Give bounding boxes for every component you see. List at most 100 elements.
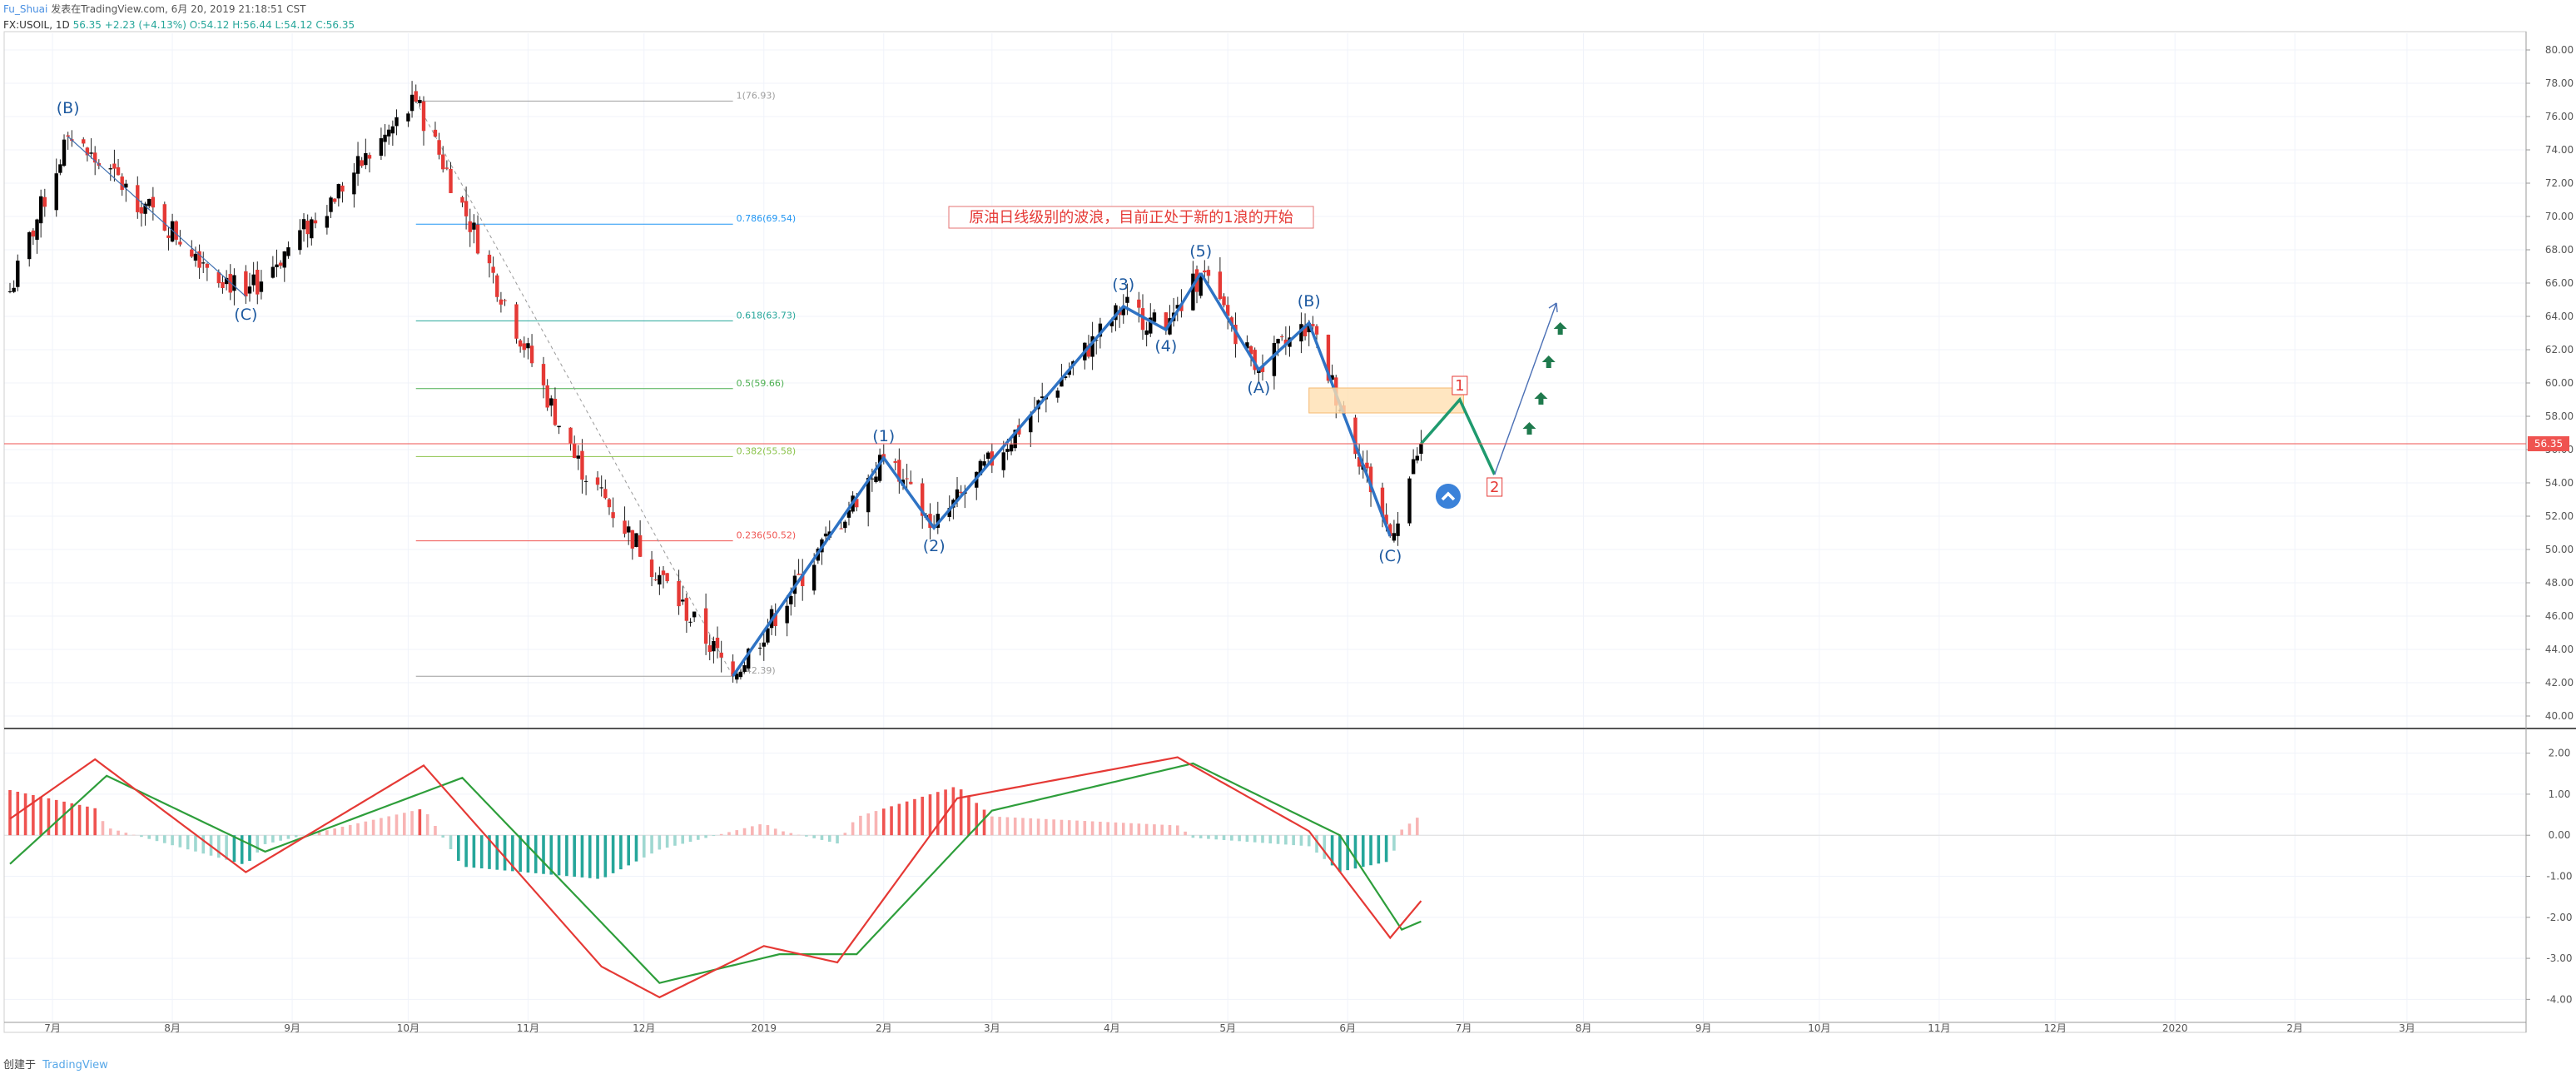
macd-histogram-bar bbox=[279, 835, 282, 841]
time-tick-label: 8月 bbox=[1576, 1022, 1592, 1034]
time-tick-label: 9月 bbox=[284, 1022, 300, 1034]
candle-body bbox=[282, 251, 286, 268]
macd-histogram-bar bbox=[573, 835, 576, 878]
price-tick-label: 48.00 bbox=[2545, 577, 2574, 589]
candle-body bbox=[599, 487, 603, 489]
price-and-time-axes: 80.00 78.00 76.00 74.00 72.00 70.00 68.00 66.00… bbox=[3, 31, 2576, 1034]
fib-level-label: 0.618(63.73) bbox=[737, 310, 797, 321]
time-tick-label: 9月 bbox=[1695, 1022, 1712, 1034]
candle-body bbox=[707, 645, 712, 652]
macd-histogram-bar bbox=[1253, 835, 1257, 843]
macd-histogram-bar bbox=[859, 815, 862, 836]
time-tick-label: 2月 bbox=[2286, 1022, 2303, 1034]
chart-footer: 创建于 TradingView bbox=[3, 1056, 108, 1072]
candle-body bbox=[58, 164, 62, 173]
macd-histogram-bar bbox=[1369, 835, 1372, 866]
wave-label: (5) bbox=[1189, 242, 1212, 261]
macd-histogram-bar bbox=[86, 806, 89, 836]
candle-body bbox=[909, 481, 913, 485]
time-tick-label: 6月 bbox=[1339, 1022, 1356, 1034]
candle-body bbox=[27, 231, 32, 260]
macd-histogram-bar bbox=[959, 789, 963, 836]
macd-tick-label: 0.00 bbox=[2549, 829, 2571, 841]
time-tick-label: 7月 bbox=[44, 1022, 61, 1034]
macd-tick-label: -2.00 bbox=[2546, 912, 2572, 923]
macd-histogram-bar bbox=[1268, 835, 1273, 844]
macd-histogram-bar bbox=[805, 835, 808, 837]
price-tick-label: 54.00 bbox=[2545, 477, 2574, 489]
macd-histogram-bar bbox=[171, 835, 174, 846]
macd-histogram-bar bbox=[866, 813, 870, 836]
time-tick-label: 12月 bbox=[633, 1022, 655, 1034]
candle-body bbox=[201, 262, 206, 264]
ohlc-high: H:56.44 bbox=[232, 19, 272, 31]
projection-path bbox=[1308, 302, 1567, 509]
candle-body bbox=[197, 251, 201, 268]
last-price: 56.35 bbox=[72, 19, 102, 31]
macd-histogram-bar bbox=[526, 835, 530, 873]
macd-histogram-bar bbox=[340, 827, 345, 836]
macd-histogram-bar bbox=[163, 835, 166, 843]
candle-body bbox=[383, 134, 387, 142]
candle-body bbox=[719, 652, 723, 658]
candle-body bbox=[688, 621, 692, 623]
candle-body bbox=[712, 640, 716, 652]
candle-body bbox=[839, 528, 843, 530]
candle-body bbox=[352, 172, 356, 195]
macd-histogram-bar bbox=[248, 835, 251, 861]
candle-body bbox=[112, 163, 117, 169]
candlestick-series bbox=[7, 81, 1423, 684]
candle-body bbox=[766, 628, 770, 643]
candle-body bbox=[62, 139, 67, 167]
macd-histogram-bar bbox=[1060, 819, 1064, 836]
up-arrow-icon bbox=[1522, 422, 1536, 435]
macd-histogram-bar bbox=[1361, 835, 1365, 868]
candle-body bbox=[874, 476, 878, 482]
candle-body bbox=[1055, 390, 1060, 398]
wave-label: (4) bbox=[1154, 337, 1177, 356]
macd-histogram-bar bbox=[23, 793, 27, 836]
macd-histogram-bar bbox=[434, 826, 437, 836]
macd-histogram-bar bbox=[54, 799, 58, 836]
wave-line-prior-c bbox=[67, 136, 246, 297]
candle-body bbox=[1330, 375, 1334, 380]
candle-body bbox=[491, 266, 495, 273]
macd-tick-label: -4.00 bbox=[2546, 993, 2572, 1005]
candle-body bbox=[66, 135, 70, 137]
macd-histogram-bar bbox=[1299, 835, 1303, 846]
candle-body bbox=[360, 160, 364, 167]
macd-histogram-bar bbox=[1021, 818, 1025, 836]
candle-body bbox=[414, 91, 418, 102]
author-name[interactable]: Fu_Shuai bbox=[3, 3, 48, 15]
macd-histogram-bar bbox=[704, 835, 707, 838]
macd-histogram-bar bbox=[294, 835, 298, 838]
candle-body bbox=[982, 461, 986, 466]
macd-histogram-bar bbox=[688, 835, 692, 843]
candle-body bbox=[310, 219, 314, 239]
macd-histogram-bar bbox=[773, 828, 777, 836]
fib-level-label: 0.382(55.58) bbox=[737, 445, 797, 456]
candle-body bbox=[298, 230, 302, 251]
candle-body bbox=[1314, 326, 1319, 335]
macd-histogram-bar bbox=[155, 835, 159, 842]
macd-histogram-bar bbox=[511, 835, 514, 872]
macd-histogram-bar bbox=[542, 835, 545, 874]
time-tick-label: 12月 bbox=[2044, 1022, 2067, 1034]
macd-histogram-bar bbox=[967, 796, 970, 836]
candle-body bbox=[545, 385, 549, 408]
projection-wave-3-arrow bbox=[1494, 302, 1557, 475]
tradingview-logo-text[interactable]: TradingView bbox=[42, 1059, 108, 1072]
wave-label: (C) bbox=[234, 306, 257, 324]
macd-histogram-bar bbox=[464, 835, 468, 868]
candle-body bbox=[460, 196, 464, 203]
candle-body bbox=[1299, 324, 1303, 342]
ohlc-low: L:54.12 bbox=[275, 19, 313, 31]
macd-histogram-bar bbox=[1261, 835, 1264, 843]
candle-body bbox=[278, 262, 283, 266]
candle-body bbox=[124, 183, 128, 188]
candle-body bbox=[256, 270, 260, 295]
candle-body bbox=[742, 665, 747, 672]
wave-label: (1) bbox=[872, 427, 895, 445]
wave-labels: 1 2 (B) (C) (1) (2) (3) (4) (5) (A) (B) (C) 原油日线级别的波… bbox=[57, 99, 1503, 565]
